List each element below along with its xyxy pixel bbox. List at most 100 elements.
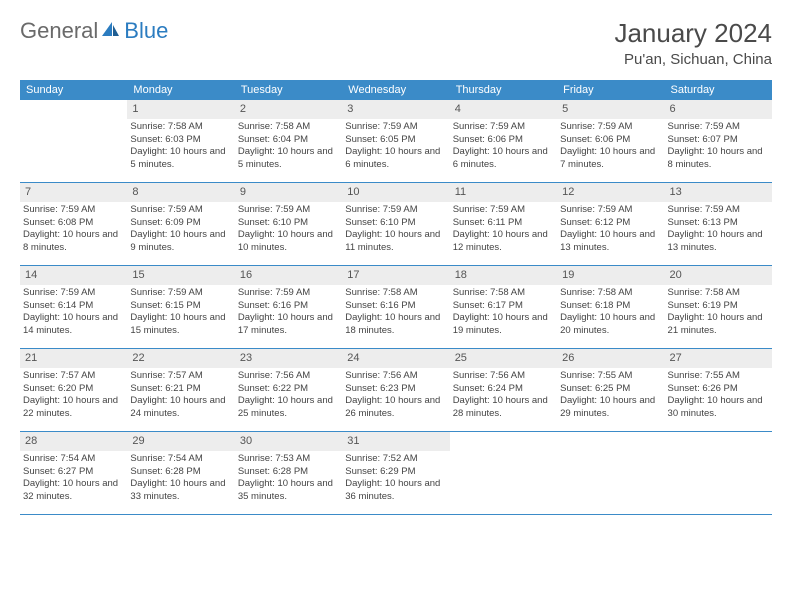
logo-text-2: Blue <box>124 18 168 44</box>
sunrise: Sunrise: 7:56 AM <box>238 370 339 383</box>
week-row: 21 Sunrise: 7:57 AMSunset: 6:20 PMDayligh… <box>20 349 772 432</box>
sunset: Sunset: 6:03 PM <box>130 134 231 147</box>
day-number: 21 <box>20 349 127 368</box>
day-body: Sunrise: 7:58 AMSunset: 6:18 PMDaylight:… <box>557 287 664 341</box>
sunset: Sunset: 6:10 PM <box>238 217 339 230</box>
daylight: Daylight: 10 hours and 36 minutes. <box>345 478 446 504</box>
day-cell: 20Sunrise: 7:58 AMSunset: 6:19 PMDayligh… <box>665 266 772 348</box>
day-cell: 13Sunrise: 7:59 AMSunset: 6:13 PMDayligh… <box>665 183 772 265</box>
daylight: Daylight: 10 hours and 5 minutes. <box>130 146 231 172</box>
day-number: 1 <box>127 100 234 119</box>
sunrise: Sunrise: 7:59 AM <box>668 204 769 217</box>
daylight: Daylight: 10 hours and 21 minutes. <box>668 312 769 338</box>
sunset: Sunset: 6:18 PM <box>560 300 661 313</box>
sunset: Sunset: 6:05 PM <box>345 134 446 147</box>
daylight: Daylight: 10 hours and 13 minutes. <box>560 229 661 255</box>
title-block: January 2024 Pu'an, Sichuan, China <box>614 18 772 68</box>
sunset: Sunset: 6:17 PM <box>453 300 554 313</box>
sunset: Sunset: 6:19 PM <box>668 300 769 313</box>
day-cell: 14Sunrise: 7:59 AMSunset: 6:14 PMDayligh… <box>20 266 127 348</box>
sunrise: Sunrise: 7:59 AM <box>345 121 446 134</box>
day-number: 5 <box>557 100 664 119</box>
day-body: Sunrise: 7:57 AMSunset: 6:21 PMDaylight:… <box>127 370 234 424</box>
day-number: 25 <box>450 349 557 368</box>
day-cell: 31Sunrise: 7:52 AMSunset: 6:29 PMDayligh… <box>342 432 449 514</box>
day-cell <box>450 432 557 514</box>
day-body: Sunrise: 7:57 AMSunset: 6:20 PMDaylight:… <box>20 370 127 424</box>
sunset: Sunset: 6:16 PM <box>345 300 446 313</box>
daylight: Daylight: 10 hours and 24 minutes. <box>130 395 231 421</box>
sunset: Sunset: 6:06 PM <box>560 134 661 147</box>
sunrise: Sunrise: 7:59 AM <box>130 204 231 217</box>
day-cell: 21 Sunrise: 7:57 AMSunset: 6:20 PMDayligh… <box>20 349 127 431</box>
day-body: Sunrise: 7:59 AMSunset: 6:07 PMDaylight:… <box>665 121 772 175</box>
daylight: Daylight: 10 hours and 11 minutes. <box>345 229 446 255</box>
day-cell: 17Sunrise: 7:58 AMSunset: 6:16 PMDayligh… <box>342 266 449 348</box>
sunset: Sunset: 6:13 PM <box>668 217 769 230</box>
day-number: 23 <box>235 349 342 368</box>
sunset: Sunset: 6:29 PM <box>345 466 446 479</box>
day-body: Sunrise: 7:58 AMSunset: 6:04 PMDaylight:… <box>235 121 342 175</box>
daylight: Daylight: 10 hours and 15 minutes. <box>130 312 231 338</box>
day-cell: 9 Sunrise: 7:59 AMSunset: 6:10 PMDaylight… <box>235 183 342 265</box>
day-body: Sunrise: 7:59 AMSunset: 6:16 PMDaylight:… <box>235 287 342 341</box>
sunset: Sunset: 6:11 PM <box>453 217 554 230</box>
week-row: 28Sunrise: 7:54 AMSunset: 6:27 PMDayligh… <box>20 432 772 515</box>
sunset: Sunset: 6:06 PM <box>453 134 554 147</box>
daylight: Daylight: 10 hours and 10 minutes. <box>238 229 339 255</box>
day-number: 9 <box>235 183 342 202</box>
day-cell: 29Sunrise: 7:54 AMSunset: 6:28 PMDayligh… <box>127 432 234 514</box>
sunset: Sunset: 6:04 PM <box>238 134 339 147</box>
sunrise: Sunrise: 7:58 AM <box>130 121 231 134</box>
day-body: Sunrise: 7:59 AMSunset: 6:15 PMDaylight:… <box>127 287 234 341</box>
sunset: Sunset: 6:28 PM <box>130 466 231 479</box>
day-body: Sunrise: 7:56 AMSunset: 6:23 PMDaylight:… <box>342 370 449 424</box>
daylight: Daylight: 10 hours and 26 minutes. <box>345 395 446 421</box>
sunset: Sunset: 6:08 PM <box>23 217 124 230</box>
sunset: Sunset: 6:07 PM <box>668 134 769 147</box>
day-number: 18 <box>450 266 557 285</box>
day-body: Sunrise: 7:53 AMSunset: 6:28 PMDaylight:… <box>235 453 342 507</box>
day-body: Sunrise: 7:59 AMSunset: 6:08 PMDaylight:… <box>20 204 127 258</box>
dow-sun: Sunday <box>20 80 127 100</box>
sunset: Sunset: 6:26 PM <box>668 383 769 396</box>
logo-sail-icon <box>102 22 120 43</box>
sunrise: Sunrise: 7:57 AM <box>23 370 124 383</box>
day-cell: 16Sunrise: 7:59 AMSunset: 6:16 PMDayligh… <box>235 266 342 348</box>
daylight: Daylight: 10 hours and 20 minutes. <box>560 312 661 338</box>
sunrise: Sunrise: 7:59 AM <box>238 204 339 217</box>
day-number: 19 <box>557 266 664 285</box>
day-number: 27 <box>665 349 772 368</box>
daylight: Daylight: 10 hours and 7 minutes. <box>560 146 661 172</box>
day-cell: 19 Sunrise: 7:58 AMSunset: 6:18 PMDayligh… <box>557 266 664 348</box>
daylight: Daylight: 10 hours and 12 minutes. <box>453 229 554 255</box>
day-number: 12 <box>557 183 664 202</box>
day-cell: 7Sunrise: 7:59 AMSunset: 6:08 PMDaylight… <box>20 183 127 265</box>
daylight: Daylight: 10 hours and 35 minutes. <box>238 478 339 504</box>
day-number: 3 <box>342 100 449 119</box>
day-cell: 11Sunrise: 7:59 AMSunset: 6:11 PMDayligh… <box>450 183 557 265</box>
day-cell: 28Sunrise: 7:54 AMSunset: 6:27 PMDayligh… <box>20 432 127 514</box>
day-number: 28 <box>20 432 127 451</box>
week-row: 1Sunrise: 7:58 AMSunset: 6:03 PMDaylight… <box>20 100 772 183</box>
day-body: Sunrise: 7:58 AMSunset: 6:19 PMDaylight:… <box>665 287 772 341</box>
sunrise: Sunrise: 7:58 AM <box>238 121 339 134</box>
day-cell: 24Sunrise: 7:56 AMSunset: 6:23 PMDayligh… <box>342 349 449 431</box>
sunset: Sunset: 6:25 PM <box>560 383 661 396</box>
sunrise: Sunrise: 7:56 AM <box>453 370 554 383</box>
daylight: Daylight: 10 hours and 6 minutes. <box>453 146 554 172</box>
calendar: Sunday Monday Tuesday Wednesday Thursday… <box>20 80 772 515</box>
day-cell: 1 Sunrise: 7:58 AMSunset: 6:03 PMDaylight… <box>127 100 234 182</box>
dow-tue: Tuesday <box>235 80 342 100</box>
day-cell <box>665 432 772 514</box>
sunset: Sunset: 6:24 PM <box>453 383 554 396</box>
daylight: Daylight: 10 hours and 9 minutes. <box>130 229 231 255</box>
daylight: Daylight: 10 hours and 8 minutes. <box>668 146 769 172</box>
day-body: Sunrise: 7:59 AMSunset: 6:10 PMDaylight:… <box>342 204 449 258</box>
day-number: 8 <box>127 183 234 202</box>
daylight: Daylight: 10 hours and 5 minutes. <box>238 146 339 172</box>
sunrise: Sunrise: 7:54 AM <box>130 453 231 466</box>
sunrise: Sunrise: 7:58 AM <box>345 287 446 300</box>
sunrise: Sunrise: 7:59 AM <box>453 204 554 217</box>
daylight: Daylight: 10 hours and 33 minutes. <box>130 478 231 504</box>
